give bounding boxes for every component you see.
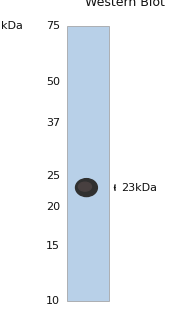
Text: 75: 75 bbox=[46, 21, 60, 31]
Text: kDa: kDa bbox=[1, 21, 23, 31]
Text: 37: 37 bbox=[46, 118, 60, 128]
Text: 23kDa: 23kDa bbox=[121, 183, 157, 193]
Text: 10: 10 bbox=[46, 296, 60, 306]
Ellipse shape bbox=[76, 179, 97, 197]
Text: 25: 25 bbox=[46, 171, 60, 181]
Bar bbox=[67, 26, 109, 301]
Ellipse shape bbox=[78, 182, 92, 191]
Text: 50: 50 bbox=[46, 77, 60, 87]
Text: 15: 15 bbox=[46, 241, 60, 251]
Text: 20: 20 bbox=[46, 202, 60, 212]
Text: Western Blot: Western Blot bbox=[85, 0, 164, 9]
